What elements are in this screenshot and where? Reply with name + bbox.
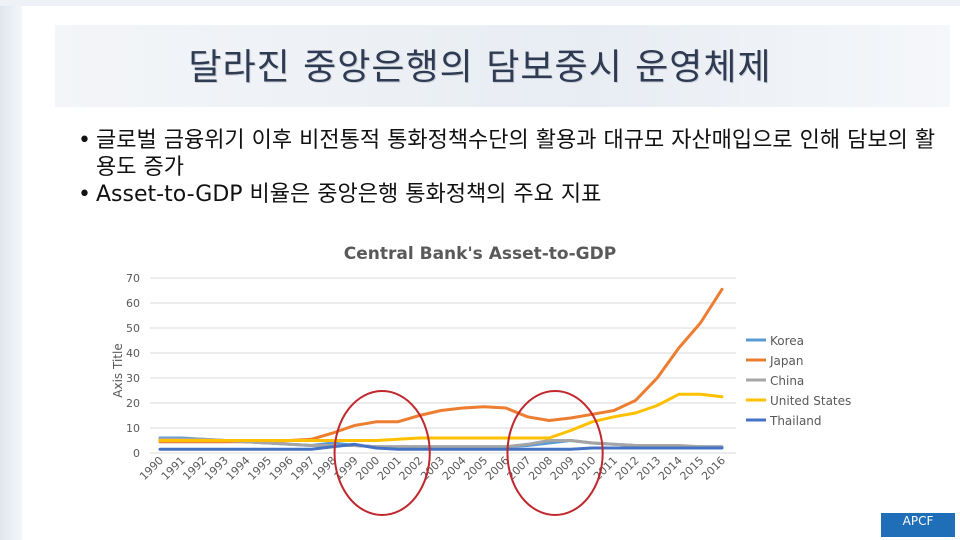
x-tick-label: 2005 [461,454,490,483]
legend-label: Thailand [769,414,822,428]
x-tick-label: 2016 [699,454,728,483]
slide-title: 달라진 중앙은행의 담보중시 운영체제 [188,47,772,88]
series-line [158,287,724,444]
highlight-circle [506,390,604,516]
x-tick-label: 2001 [375,454,404,483]
legend-label: Korea [770,334,804,348]
series-line [158,442,724,451]
x-tick-label: 1995 [245,454,274,483]
x-tick-label: 2013 [634,454,663,483]
y-tick-label: 60 [126,297,140,310]
x-tick-label: 2014 [656,454,685,483]
x-tick-label: 2008 [526,454,555,483]
legend-label: China [770,374,804,388]
x-tick-label: 2011 [591,454,620,483]
x-tick-label: 2012 [613,454,642,483]
x-tick-label: 1997 [288,454,317,483]
series-line [158,437,724,449]
y-tick-label: 40 [126,347,140,360]
title-banner [55,25,950,107]
x-tick-label: 1993 [202,454,231,483]
logo-text: APCF [902,514,934,528]
legend-label: Japan [769,354,803,368]
apcf-logo: APCF [881,513,955,537]
x-tick-label: 2002 [397,454,426,483]
x-tick-label: 1992 [180,454,209,483]
highlight-circle [333,390,431,516]
x-tick-label: 1991 [159,454,188,483]
bullet-marker: • [78,182,91,207]
series-line [158,392,724,442]
x-tick-label: 2004 [440,454,469,483]
legend-label: United States [770,394,851,408]
y-tick-label: 50 [126,322,140,335]
y-tick-label: 10 [126,422,140,435]
bullet-item: • Asset-to-GDP 비율은 중앙은행 통화정책의 주요 지표 [78,181,938,208]
x-tick-label: 1994 [224,454,253,483]
bullet-list: • 글로벌 금융위기 이후 비전통적 통화정책수단의 활용과 대규모 자산매입으… [78,127,938,208]
slide-left-edge [0,0,22,540]
y-tick-label: 70 [126,272,140,285]
x-tick-label: 1996 [267,454,296,483]
y-axis-title: Axis Title [111,343,125,397]
y-tick-label: 30 [126,372,140,385]
bullet-text: 글로벌 금융위기 이후 비전통적 통화정책수단의 활용과 대규모 자산매입으로 … [96,128,936,180]
x-tick-label: 1990 [137,454,166,483]
x-tick-label: 2010 [569,454,598,483]
bullet-marker: • [78,128,91,153]
x-tick-label: 2009 [548,454,577,483]
x-tick-label: 2015 [678,454,707,483]
bullet-text: Asset-to-GDP 비율은 중앙은행 통화정책의 주요 지표 [96,182,602,207]
x-tick-label: 2000 [353,454,382,483]
y-tick-label: 20 [126,397,140,410]
slide-top-bar [0,0,960,6]
y-tick-label: 0 [133,447,140,460]
chart-title: Central Bank's Asset-to-GDP [343,244,617,264]
x-tick-label: 2003 [418,454,447,483]
bullet-item: • 글로벌 금융위기 이후 비전통적 통화정책수단의 활용과 대규모 자산매입으… [78,127,938,181]
